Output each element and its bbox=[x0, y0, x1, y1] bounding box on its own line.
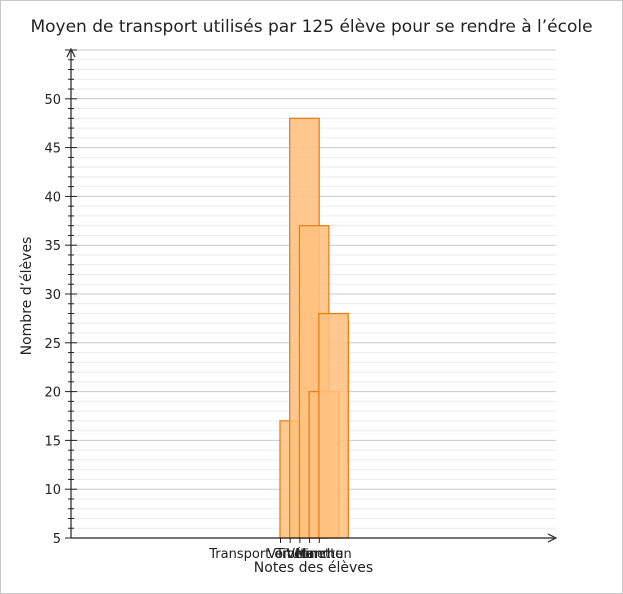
bar-group bbox=[279, 117, 349, 539]
chart-title: Moyen de transport utilisés par 125 élèv… bbox=[30, 17, 593, 37]
y-axis-arrow bbox=[66, 47, 76, 58]
x-tick-label: Trottinette bbox=[275, 547, 343, 562]
y-tick-label: 50 bbox=[44, 93, 61, 108]
y-tick-label: 10 bbox=[44, 483, 61, 498]
x-tick-label: Voiture bbox=[267, 547, 313, 562]
y-tick-label: 40 bbox=[44, 190, 61, 205]
y-tick-label: 20 bbox=[44, 386, 61, 401]
bar-5 bbox=[318, 312, 349, 539]
y-tick-label: 15 bbox=[44, 434, 61, 449]
x-tick-label: Vélo bbox=[286, 547, 313, 562]
y-tick-label: 25 bbox=[44, 337, 61, 352]
y-tick-label: 30 bbox=[44, 288, 61, 303]
y-tick-label: 45 bbox=[44, 142, 61, 157]
y-ticks: 5 10 15 20 25 30 35 40 45 50 bbox=[44, 49, 77, 547]
y-tick-label: 35 bbox=[44, 239, 61, 254]
y-tick-label: 5 bbox=[53, 532, 61, 547]
x-tick-label: Transport en commun bbox=[208, 547, 351, 562]
x-axis-arrow bbox=[547, 533, 558, 543]
x-axis-label: Notes des élèves bbox=[253, 560, 374, 576]
x-tick-label: Marche bbox=[295, 547, 343, 562]
x-ticks: Transport en communVoitureVéloTrottinett… bbox=[208, 538, 352, 562]
